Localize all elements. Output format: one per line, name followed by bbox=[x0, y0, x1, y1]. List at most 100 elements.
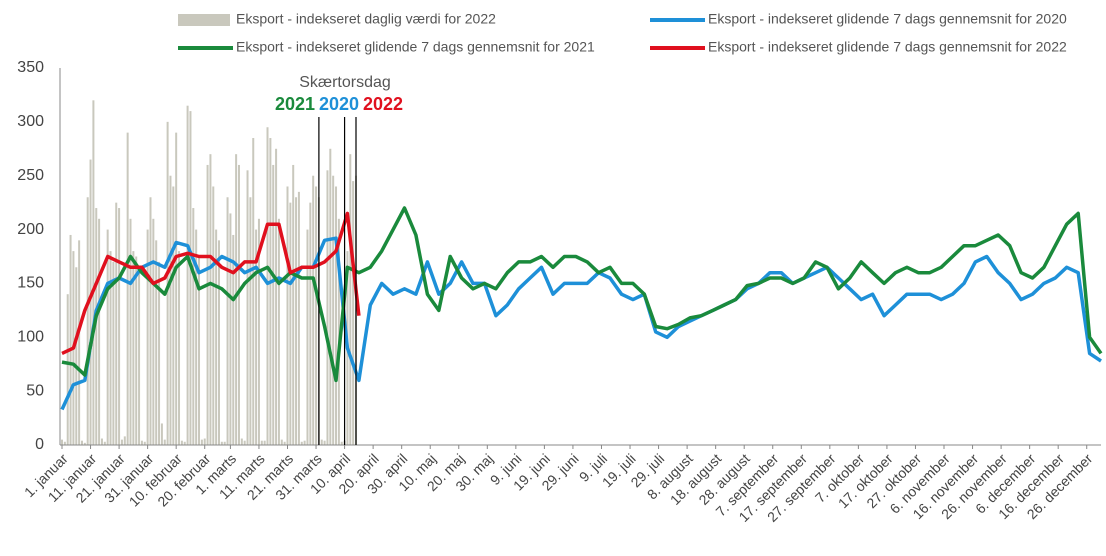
y-tick-label: 250 bbox=[17, 167, 44, 184]
bar bbox=[300, 441, 303, 445]
bar bbox=[149, 197, 152, 445]
bar bbox=[95, 208, 98, 445]
y-tick-label: 300 bbox=[17, 113, 44, 130]
bar bbox=[135, 256, 138, 445]
bar bbox=[89, 159, 92, 446]
bar bbox=[163, 439, 166, 445]
bar bbox=[340, 441, 343, 445]
bar bbox=[152, 218, 155, 445]
bar bbox=[332, 175, 335, 445]
y-tick-label: 50 bbox=[26, 382, 44, 399]
bar bbox=[326, 170, 329, 446]
legend-label: Eksport - indekseret glidende 7 dags gen… bbox=[708, 39, 1067, 55]
line bbox=[61, 206, 1103, 383]
bar bbox=[215, 229, 218, 445]
bar bbox=[146, 229, 149, 445]
bar bbox=[252, 138, 255, 445]
bar bbox=[352, 181, 355, 445]
bar bbox=[140, 440, 143, 445]
bar bbox=[75, 267, 78, 445]
legend-label: Eksport - indekseret glidende 7 dags gen… bbox=[236, 39, 595, 55]
bar bbox=[209, 154, 212, 445]
bar bbox=[315, 186, 318, 445]
bar bbox=[100, 438, 103, 445]
bar bbox=[86, 197, 89, 445]
line bbox=[61, 211, 361, 355]
bar bbox=[98, 218, 101, 445]
y-tick-label: 350 bbox=[17, 59, 44, 76]
bar bbox=[297, 191, 300, 445]
bar bbox=[189, 111, 192, 445]
bar bbox=[235, 154, 238, 445]
bar bbox=[78, 240, 81, 445]
legend-label: Eksport - indekseret daglig værdi for 20… bbox=[236, 11, 496, 27]
bar bbox=[180, 440, 183, 445]
bar bbox=[186, 105, 189, 445]
bar bbox=[123, 436, 126, 445]
bar bbox=[158, 261, 161, 445]
bar bbox=[229, 213, 232, 445]
bar bbox=[118, 208, 121, 445]
bar bbox=[109, 251, 112, 445]
bar bbox=[237, 164, 240, 445]
bar bbox=[255, 229, 258, 445]
bar bbox=[198, 256, 201, 445]
bar bbox=[172, 186, 175, 445]
bar bbox=[132, 251, 135, 445]
bar bbox=[269, 138, 272, 445]
bar bbox=[143, 441, 146, 445]
bar bbox=[106, 229, 109, 445]
bar bbox=[175, 132, 178, 445]
bar bbox=[203, 438, 206, 445]
bar bbox=[80, 440, 83, 445]
bar bbox=[155, 240, 158, 445]
bar bbox=[306, 229, 309, 445]
bar bbox=[92, 100, 95, 446]
bar bbox=[249, 197, 252, 445]
bar bbox=[263, 440, 266, 445]
bar bbox=[226, 197, 229, 445]
bar bbox=[183, 441, 186, 445]
bar bbox=[69, 234, 72, 445]
y-tick-label: 100 bbox=[17, 329, 44, 346]
bar bbox=[206, 164, 209, 445]
bar bbox=[220, 441, 223, 445]
bar bbox=[243, 440, 246, 445]
bar bbox=[126, 132, 129, 445]
bar bbox=[63, 441, 66, 445]
bar bbox=[66, 294, 69, 445]
bar bbox=[277, 218, 280, 445]
bar bbox=[192, 208, 195, 445]
bar bbox=[283, 441, 286, 445]
bar bbox=[292, 164, 295, 445]
bar bbox=[272, 164, 275, 445]
legend-swatch bbox=[178, 14, 230, 26]
bar bbox=[266, 127, 269, 445]
bar bbox=[257, 218, 260, 445]
bar bbox=[138, 272, 141, 445]
line bbox=[60, 236, 1102, 411]
bar bbox=[240, 438, 243, 445]
bar bbox=[83, 442, 86, 445]
bar bbox=[260, 440, 263, 445]
bar bbox=[129, 218, 132, 445]
y-tick-label: 200 bbox=[17, 221, 44, 238]
bar bbox=[289, 202, 292, 445]
bar bbox=[160, 423, 163, 445]
bar bbox=[212, 186, 215, 445]
bar bbox=[103, 441, 106, 445]
bar bbox=[295, 197, 298, 445]
bar bbox=[232, 234, 235, 445]
bar bbox=[303, 440, 306, 445]
bar bbox=[223, 441, 226, 445]
bar bbox=[115, 202, 118, 445]
y-tick-label: 0 bbox=[35, 436, 44, 453]
bar bbox=[280, 439, 283, 445]
annotation-year: 2021 bbox=[275, 94, 315, 114]
bar bbox=[246, 170, 249, 446]
bar bbox=[61, 439, 63, 445]
bar bbox=[275, 148, 278, 446]
bar bbox=[195, 229, 198, 445]
bar bbox=[178, 251, 181, 445]
